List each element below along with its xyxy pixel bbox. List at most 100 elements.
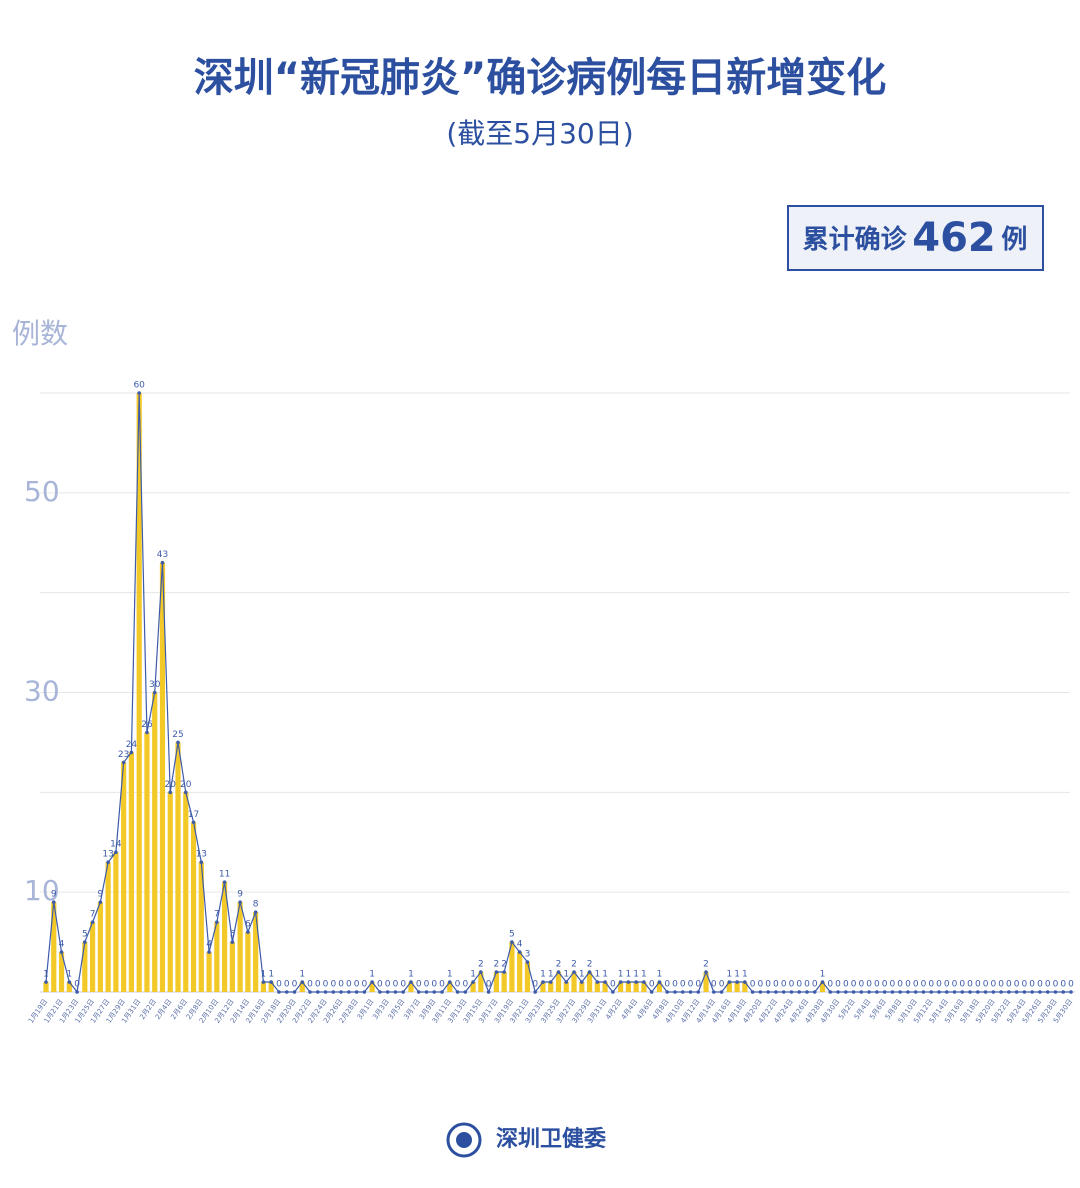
point: [486, 990, 491, 994]
point: [246, 930, 250, 934]
bar: [540, 982, 546, 992]
value-label: 1: [657, 970, 663, 980]
value-label: 1: [268, 970, 274, 980]
point: [812, 990, 817, 994]
value-label: 0: [890, 980, 896, 990]
point: [1061, 990, 1066, 994]
value-label: 0: [284, 980, 290, 990]
point: [207, 950, 211, 954]
bar: [260, 982, 267, 992]
value-label: 1: [618, 970, 624, 980]
value-label: 23: [118, 750, 129, 760]
point: [354, 990, 359, 994]
point: [277, 990, 281, 994]
point: [719, 990, 724, 994]
point: [292, 990, 297, 994]
value-label: 1: [299, 970, 305, 980]
bar: [819, 982, 826, 992]
value-label: 0: [897, 980, 903, 990]
value-label: 0: [796, 980, 802, 990]
value-label: 43: [157, 550, 168, 560]
point: [284, 990, 289, 994]
value-label: 0: [486, 980, 492, 990]
bar: [245, 932, 251, 992]
value-label: 1: [726, 970, 732, 980]
bar: [703, 972, 709, 992]
footer-text: 深圳卫健委: [496, 1126, 606, 1152]
point: [696, 990, 701, 994]
value-label: 0: [688, 980, 694, 990]
point: [937, 990, 941, 994]
value-label: 24: [126, 740, 138, 750]
value-label: 0: [330, 980, 336, 990]
value-label: 20: [180, 780, 192, 790]
value-label: 9: [97, 890, 103, 900]
point: [378, 990, 382, 994]
point: [611, 990, 615, 994]
point: [572, 970, 576, 974]
point: [882, 990, 887, 994]
value-label: 0: [377, 980, 383, 990]
point: [1069, 990, 1073, 994]
value-label: 30: [149, 680, 161, 690]
point: [114, 850, 118, 855]
summary-unit: 例: [1001, 225, 1027, 255]
value-label: 0: [843, 980, 849, 990]
value-label: 1: [734, 970, 740, 980]
value-label: 4: [59, 940, 65, 950]
value-label: 0: [921, 980, 927, 990]
value-label: 0: [967, 980, 973, 990]
bar: [198, 862, 204, 992]
point: [401, 990, 405, 994]
bar: [563, 982, 569, 992]
value-label: 0: [851, 980, 857, 990]
point: [983, 990, 988, 994]
bar: [408, 982, 414, 992]
bar: [66, 982, 72, 992]
bar: [97, 902, 103, 992]
value-label: 11: [219, 870, 230, 880]
point: [626, 980, 631, 984]
point: [844, 990, 848, 994]
point: [510, 940, 514, 944]
point: [183, 790, 188, 795]
point: [502, 970, 506, 974]
bar: [594, 982, 600, 992]
point: [828, 990, 833, 994]
value-label: 1: [540, 970, 546, 980]
point: [409, 980, 413, 984]
bar: [618, 982, 624, 992]
bar: [571, 972, 577, 992]
value-label: 0: [400, 980, 406, 990]
point: [657, 980, 662, 984]
point: [735, 980, 739, 984]
point: [867, 990, 871, 994]
point: [688, 990, 693, 994]
value-label: 0: [975, 980, 981, 990]
point: [805, 990, 809, 994]
point: [1045, 990, 1050, 994]
value-label: 0: [1006, 980, 1012, 990]
point: [1014, 990, 1019, 994]
point: [90, 920, 95, 924]
value-label: 13: [196, 850, 207, 860]
value-label: 17: [188, 810, 199, 820]
value-label: 0: [532, 980, 538, 990]
bar: [167, 792, 173, 992]
value-label: 0: [812, 980, 818, 990]
value-label: 0: [354, 980, 360, 990]
point: [152, 690, 157, 695]
point: [587, 970, 592, 974]
value-label: 0: [672, 980, 678, 990]
value-label: 0: [913, 980, 919, 990]
point: [579, 980, 584, 984]
value-label: 0: [1037, 980, 1043, 990]
bar: [128, 752, 135, 992]
point: [836, 990, 840, 994]
value-label: 0: [858, 980, 864, 990]
point: [906, 990, 910, 994]
value-label: 26: [141, 720, 153, 730]
value-label: 1: [602, 970, 608, 980]
value-label: 0: [276, 980, 282, 990]
y-axis-label: 例数: [12, 317, 68, 350]
